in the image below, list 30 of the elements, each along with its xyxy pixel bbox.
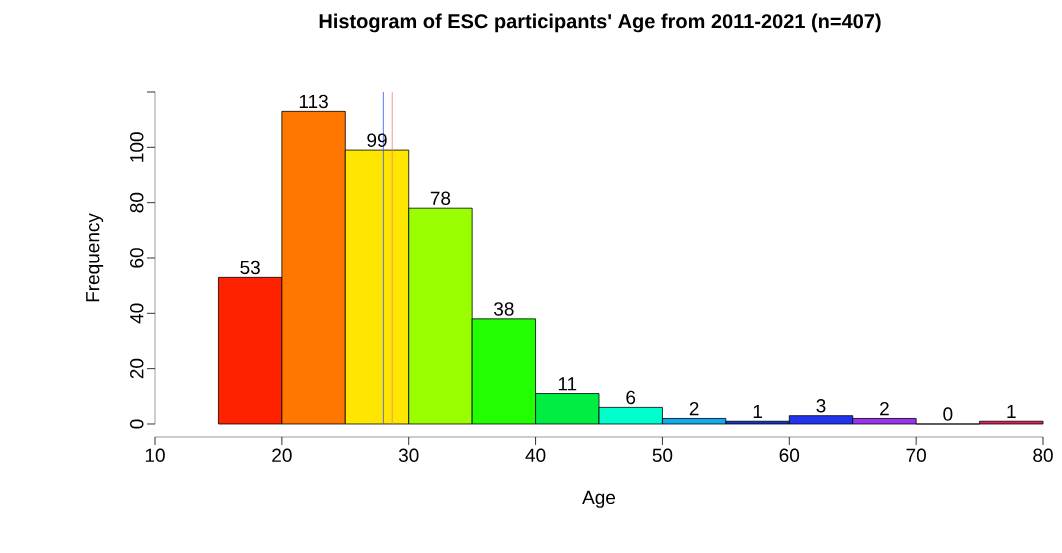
data-label: 99 xyxy=(367,133,387,147)
data-label: 1 xyxy=(753,404,762,419)
data-label: 11 xyxy=(558,377,577,391)
y-tick-label: 100 xyxy=(130,132,144,162)
x-tick-label: 80 xyxy=(1033,448,1053,462)
x-tick-label: 50 xyxy=(652,448,673,462)
data-label: 53 xyxy=(240,260,260,275)
x-tick-label: 30 xyxy=(398,448,419,462)
x-tick-label: 10 xyxy=(145,448,165,462)
y-tick-label: 0 xyxy=(130,419,144,429)
data-label: 2 xyxy=(880,401,889,416)
x-tick-label: 60 xyxy=(779,448,800,462)
data-label: 38 xyxy=(494,302,514,316)
y-tick-label: 20 xyxy=(130,358,144,379)
data-label: 2 xyxy=(689,401,699,416)
x-tick-label: 70 xyxy=(906,448,926,462)
data-label: 0 xyxy=(943,407,953,421)
x-tick-label: 20 xyxy=(272,448,292,462)
y-tick-label: 40 xyxy=(130,303,144,324)
data-label: 78 xyxy=(430,191,451,205)
data-label: 6 xyxy=(626,390,636,405)
data-label: 113 xyxy=(299,94,328,109)
y-axis-title: Frequency xyxy=(86,213,104,302)
x-axis-title: Age xyxy=(582,490,616,508)
y-tick-label: 60 xyxy=(130,248,144,268)
data-label: 3 xyxy=(816,399,826,413)
data-label: 1 xyxy=(1007,404,1016,419)
x-tick-label: 40 xyxy=(525,448,546,462)
y-tick-label: 80 xyxy=(130,192,144,213)
chart-title: Histogram of ESC participants' Age from 2011-2021 (n=407) xyxy=(319,13,881,33)
